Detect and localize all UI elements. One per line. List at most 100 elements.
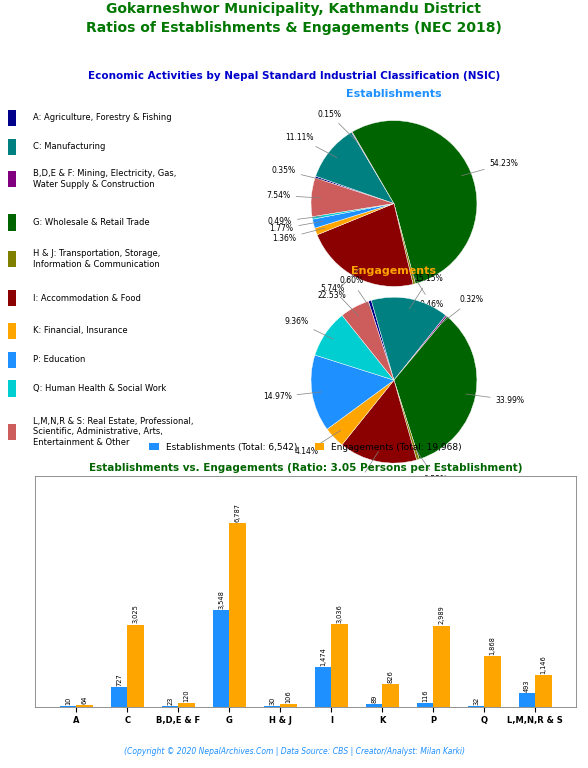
Bar [382, 684, 399, 707]
Bar [8, 139, 16, 155]
Text: 0.46%: 0.46% [413, 274, 443, 309]
Text: (Copyright © 2020 NepalArchives.Com | Data Source: CBS | Creator/Analyst: Milan : (Copyright © 2020 NepalArchives.Com | Da… [123, 747, 465, 756]
Text: B,D,E & F: Mining, Electricity, Gas,
Water Supply & Construction: B,D,E & F: Mining, Electricity, Gas, Wat… [33, 170, 176, 189]
Text: 1,146: 1,146 [540, 656, 546, 674]
Text: 3,036: 3,036 [336, 604, 342, 623]
Wedge shape [342, 301, 394, 380]
Text: 120: 120 [183, 690, 189, 702]
Text: 9.36%: 9.36% [285, 317, 333, 339]
Bar [264, 706, 280, 707]
Bar [468, 706, 485, 707]
Wedge shape [352, 132, 394, 204]
Text: 30: 30 [269, 697, 275, 705]
Title: Establishments: Establishments [346, 89, 442, 99]
Text: 11.11%: 11.11% [285, 134, 337, 157]
Text: I: Accommodation & Food: I: Accommodation & Food [33, 294, 141, 303]
Legend: Establishments (Total: 6,542), Engagements (Total: 19,968): Establishments (Total: 6,542), Engagemen… [146, 439, 466, 455]
Text: 826: 826 [387, 670, 393, 683]
Text: 1.77%: 1.77% [269, 221, 323, 233]
Text: 64: 64 [81, 695, 88, 703]
Text: 14.97%: 14.97% [263, 392, 322, 402]
Text: C: Manufacturing: C: Manufacturing [33, 142, 105, 151]
Bar [331, 624, 348, 707]
Text: 1,474: 1,474 [320, 647, 326, 666]
Wedge shape [315, 316, 394, 380]
Wedge shape [311, 178, 394, 217]
Text: 0.15%: 0.15% [318, 110, 356, 141]
Wedge shape [317, 204, 413, 286]
Bar [8, 380, 16, 397]
Wedge shape [368, 300, 394, 380]
Text: 7.54%: 7.54% [266, 191, 321, 200]
Bar [535, 676, 552, 707]
Bar [280, 703, 296, 707]
Bar [178, 703, 195, 707]
Wedge shape [315, 204, 394, 235]
Text: 1,868: 1,868 [489, 636, 496, 655]
Text: 116: 116 [422, 690, 428, 702]
Bar [485, 656, 500, 707]
Text: 2,989: 2,989 [439, 606, 445, 624]
Text: 22.53%: 22.53% [318, 268, 360, 300]
Text: 33.99%: 33.99% [466, 394, 524, 405]
Text: 3,548: 3,548 [218, 591, 224, 609]
Title: Establishments vs. Engagements (Ratio: 3.05 Persons per Establishment): Establishments vs. Engagements (Ratio: 3… [89, 462, 523, 472]
Bar [8, 290, 16, 306]
Text: 15.15%: 15.15% [409, 274, 443, 309]
Bar [213, 611, 229, 707]
Text: H & J: Transportation, Storage,
Information & Communication: H & J: Transportation, Storage, Informat… [33, 249, 161, 269]
Bar [229, 522, 246, 707]
Bar [8, 323, 16, 339]
Text: K: Financial, Insurance: K: Financial, Insurance [33, 326, 128, 336]
Bar [8, 424, 16, 440]
Bar [8, 352, 16, 368]
Text: 54.23%: 54.23% [462, 159, 519, 176]
Wedge shape [316, 132, 394, 204]
Wedge shape [312, 204, 394, 228]
Text: 0.53%: 0.53% [416, 450, 448, 484]
Bar [8, 171, 16, 187]
Text: Economic Activities by Nepal Standard Industrial Classification (NSIC): Economic Activities by Nepal Standard In… [88, 71, 500, 81]
Text: Gokarneshwor Municipality, Kathmandu District
Ratios of Establishments & Engagem: Gokarneshwor Municipality, Kathmandu Dis… [86, 2, 502, 35]
Bar [76, 705, 92, 707]
Text: 32: 32 [473, 697, 479, 704]
Wedge shape [371, 297, 446, 380]
Text: 106: 106 [285, 690, 292, 703]
Wedge shape [352, 121, 477, 283]
Title: Engagements: Engagements [352, 266, 436, 276]
Text: 727: 727 [116, 673, 122, 686]
Wedge shape [327, 380, 394, 445]
Text: 15.20%: 15.20% [345, 452, 379, 486]
Wedge shape [394, 316, 447, 380]
Bar [315, 667, 331, 707]
Text: 6,787: 6,787 [235, 502, 240, 521]
Bar [127, 624, 143, 707]
Bar [519, 694, 535, 707]
Text: 0.35%: 0.35% [272, 166, 325, 180]
Text: P: Education: P: Education [33, 356, 85, 364]
Text: 1.36%: 1.36% [272, 228, 325, 243]
Wedge shape [394, 316, 477, 459]
Text: 0.60%: 0.60% [340, 276, 372, 310]
Wedge shape [311, 355, 394, 429]
Wedge shape [394, 204, 415, 284]
Wedge shape [315, 176, 394, 204]
Text: Q: Human Health & Social Work: Q: Human Health & Social Work [33, 384, 166, 393]
Wedge shape [394, 380, 419, 460]
Bar [433, 626, 450, 707]
Text: 3,025: 3,025 [132, 604, 138, 624]
Text: G: Wholesale & Retail Trade: G: Wholesale & Retail Trade [33, 218, 150, 227]
Text: 0.49%: 0.49% [268, 216, 322, 226]
Wedge shape [312, 204, 394, 219]
Text: 89: 89 [371, 695, 377, 703]
Bar [8, 250, 16, 266]
Bar [8, 214, 16, 230]
Bar [8, 110, 16, 126]
Text: 0.32%: 0.32% [441, 296, 483, 324]
Bar [366, 704, 382, 707]
Text: L,M,N,R & S: Real Estate, Professional,
Scientific, Administrative, Arts,
Entert: L,M,N,R & S: Real Estate, Professional, … [33, 417, 193, 447]
Bar [111, 687, 127, 707]
Text: 23: 23 [167, 697, 173, 705]
Wedge shape [342, 380, 417, 463]
Text: 493: 493 [524, 680, 530, 692]
